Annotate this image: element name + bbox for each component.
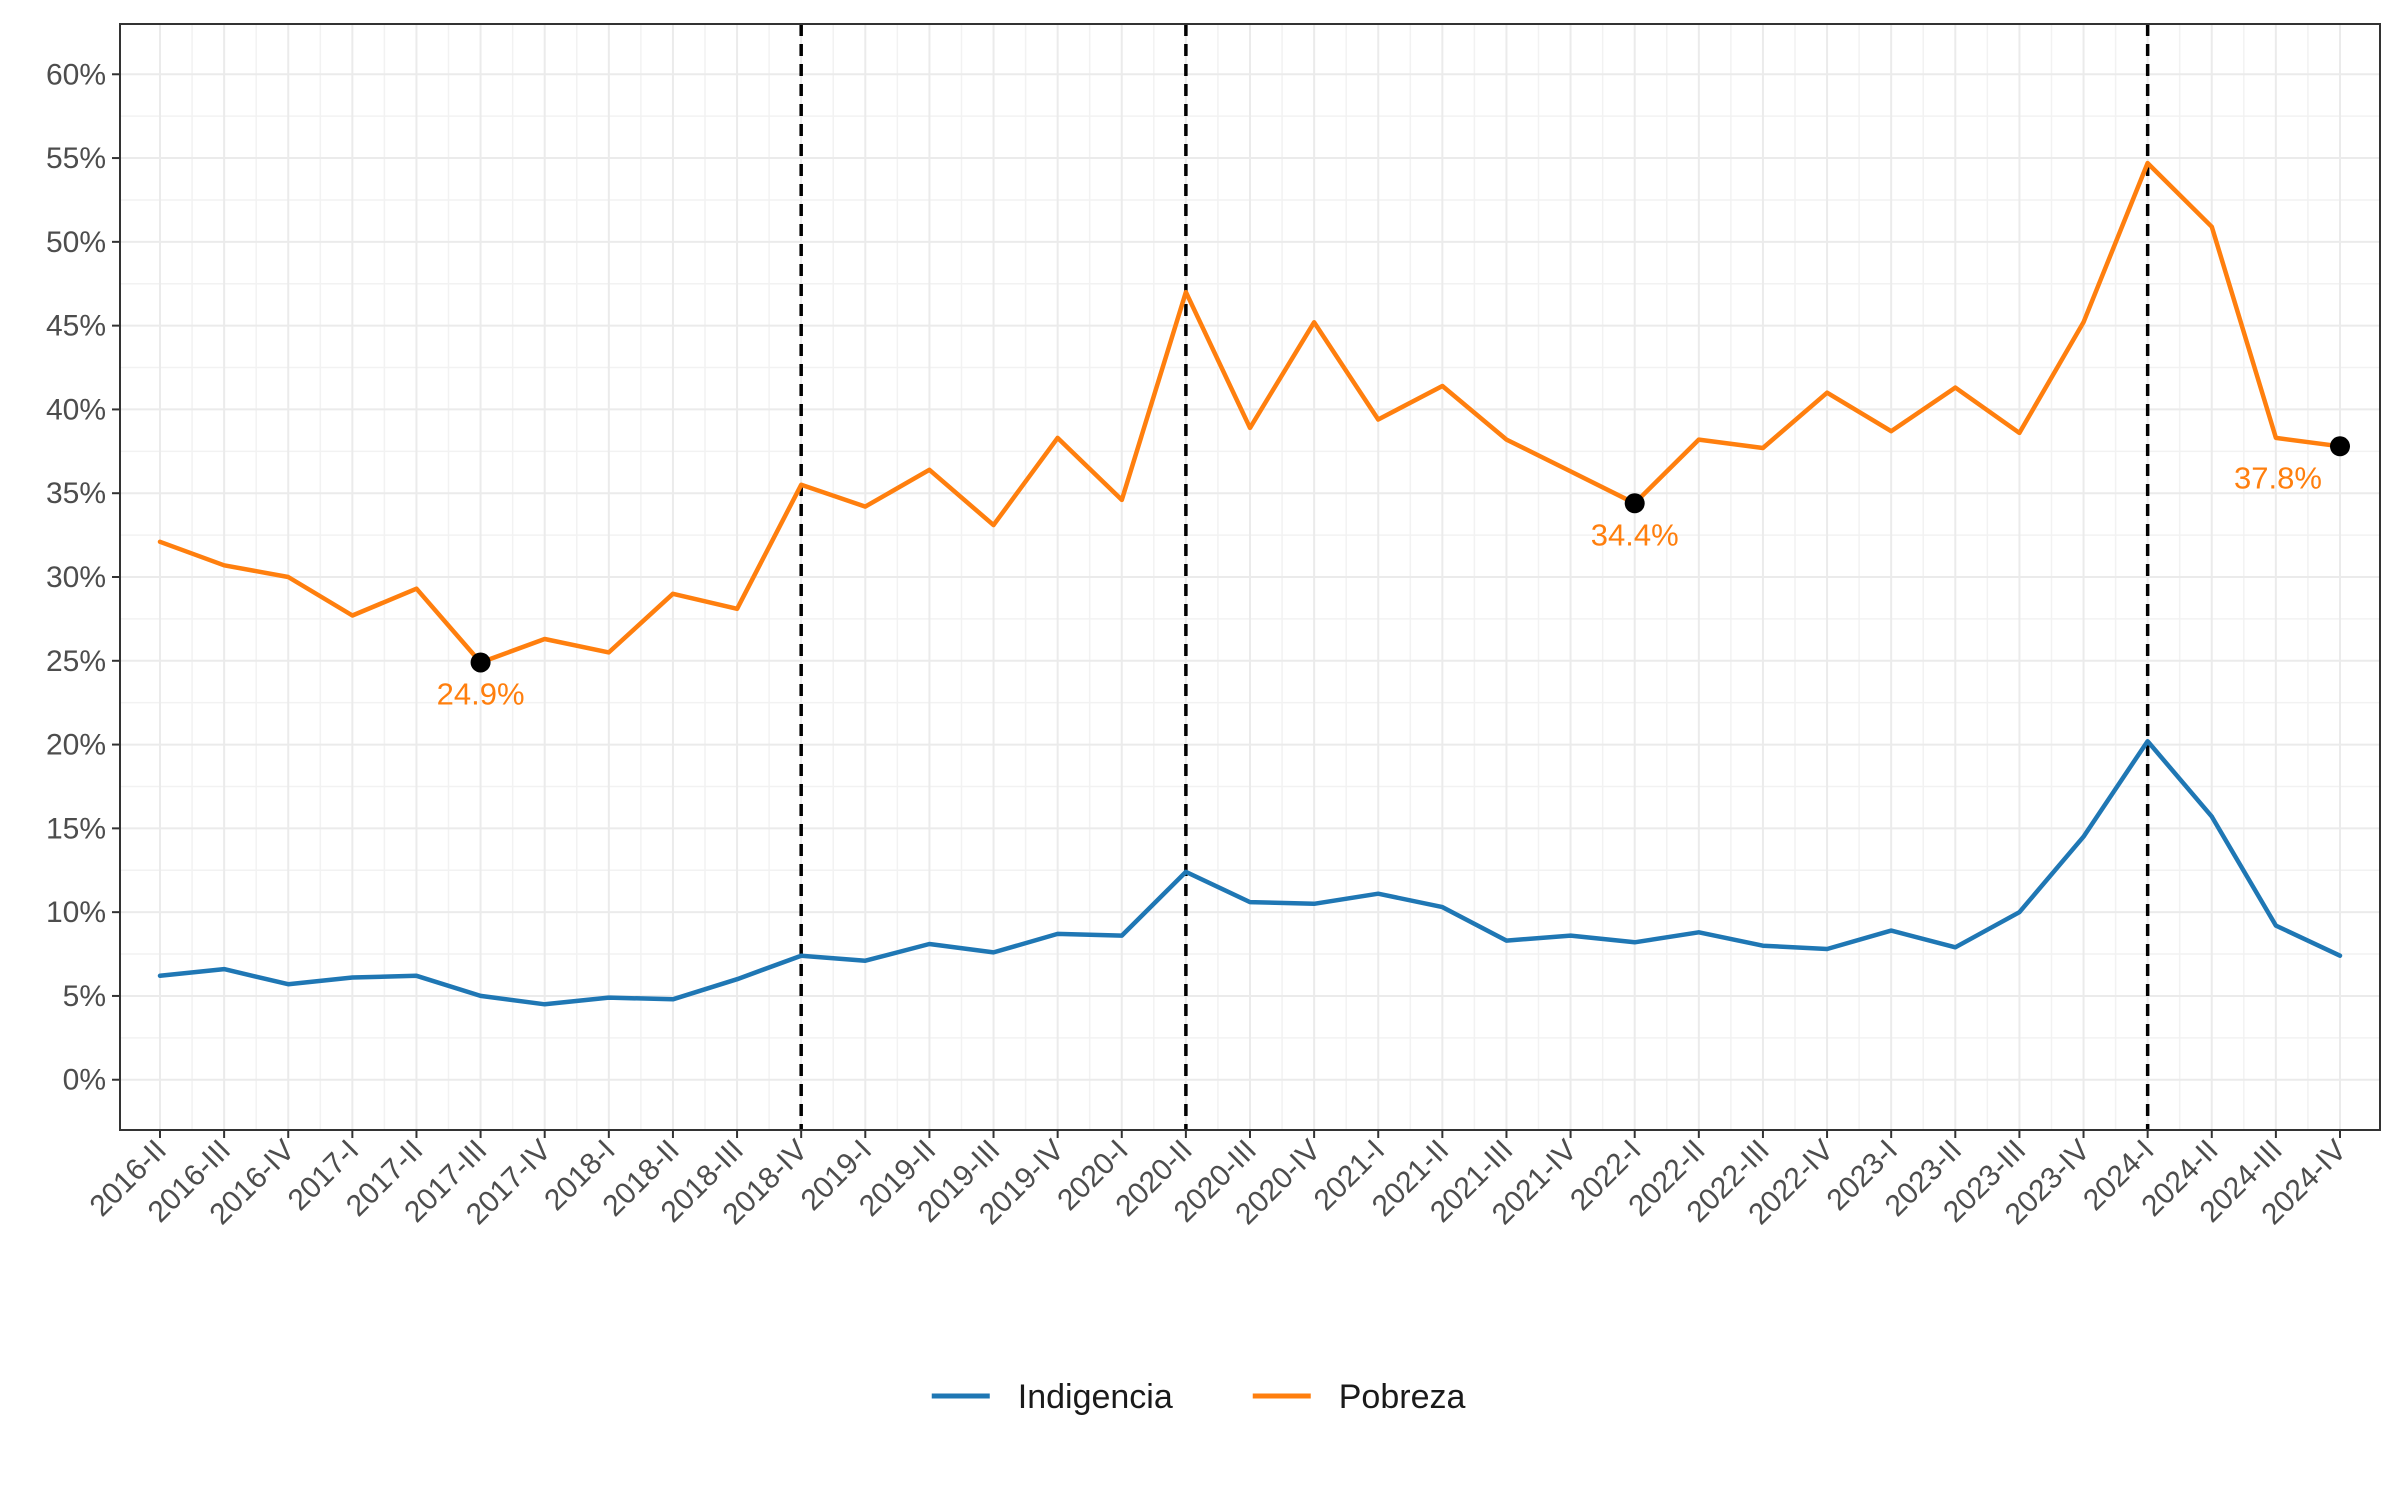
- point-label: 37.8%: [2234, 460, 2322, 495]
- y-tick-label: 25%: [46, 645, 106, 678]
- legend-item-indigencia: Indigencia: [931, 1378, 1173, 1416]
- y-axis: 0% 5% 10% 15% 20% 25% 30% 35% 40% 45% 50% 55% 60%: [46, 58, 120, 1097]
- y-tick-label: 30%: [46, 561, 106, 594]
- x-axis: 2016-II2016-III2016-IV2017-I2017-II2017-…: [84, 1130, 2353, 1231]
- annotated-point: [1624, 493, 1645, 514]
- y-tick-label: 0%: [63, 1064, 106, 1097]
- y-tick-label: 10%: [46, 896, 106, 929]
- annotated-point: [470, 652, 491, 673]
- series-lines: [157, 160, 2343, 1007]
- point-label: 24.9%: [437, 676, 525, 711]
- y-tick-label: 15%: [46, 812, 106, 845]
- y-tick-label: 60%: [46, 58, 106, 91]
- reference-lines: [799, 24, 2150, 1130]
- series-line-indigencia: [157, 738, 2343, 1007]
- grid-lines: [120, 24, 2380, 1130]
- y-tick-label: 40%: [46, 393, 106, 426]
- legend-label: Pobreza: [1339, 1378, 1466, 1416]
- legend: Indigencia Pobreza: [931, 1378, 1466, 1416]
- annotated-points: 24.9% 34.4% 37.8%: [437, 436, 2350, 711]
- y-tick-label: 35%: [46, 477, 106, 510]
- y-tick-label: 50%: [46, 226, 106, 259]
- legend-item-pobreza: Pobreza: [1252, 1378, 1466, 1416]
- annotated-point: [2330, 436, 2350, 457]
- point-label: 34.4%: [1591, 517, 1679, 552]
- y-tick-label: 5%: [63, 980, 106, 1013]
- plot-panel-border: [119, 23, 2381, 1131]
- legend-label: Indigencia: [1018, 1378, 1173, 1416]
- y-tick-label: 20%: [46, 729, 106, 762]
- y-tick-label: 45%: [46, 310, 106, 343]
- y-tick-label: 55%: [46, 142, 106, 175]
- series-line-pobreza: [157, 160, 2343, 665]
